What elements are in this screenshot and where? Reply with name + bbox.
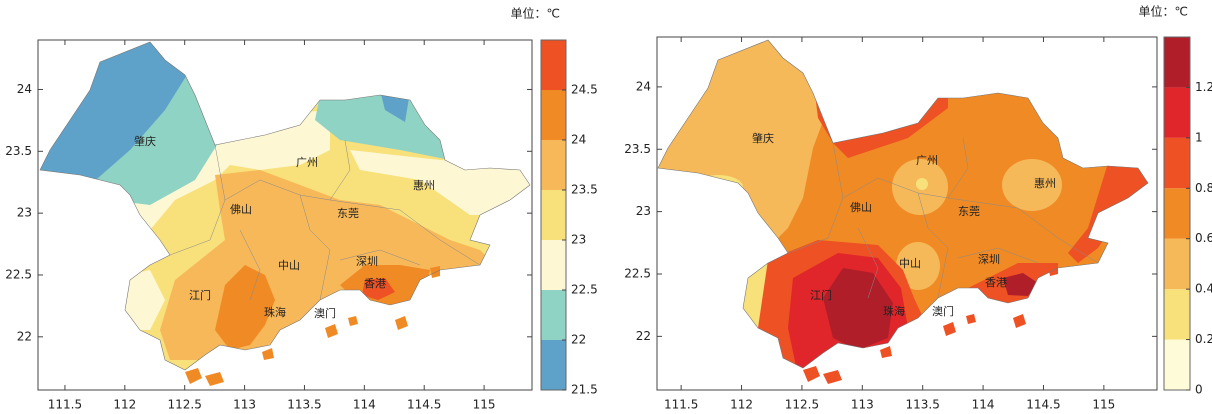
city-label: 珠海 (264, 305, 286, 319)
y-tick-label: 23 (17, 206, 32, 220)
colorbar-segment (1164, 87, 1190, 138)
city-label: 江门 (189, 288, 211, 302)
colorbar-label: 22.5 (571, 283, 598, 297)
y-tick-label: 23.5 (5, 144, 32, 158)
x-tick-label: 112 (730, 398, 753, 412)
map-2: 肇庆 广州 惠州 佛山 东莞 中山 深圳 江门 香港 珠海 澳门 单位：℃ 11… (624, 4, 1212, 412)
plot-frame (37, 39, 533, 391)
city-label: 澳门 (932, 304, 954, 318)
city-label: 惠州 (413, 178, 435, 192)
y-tick-label: 22 (17, 329, 32, 343)
colorbar-label: 23.5 (571, 183, 598, 197)
y-tick-label: 23 (636, 204, 651, 218)
colorbar-segment (1164, 37, 1190, 88)
colorbar-segment (541, 190, 566, 240)
city-label: 深圳 (978, 253, 1000, 266)
colorbar-label: 1.2 (1195, 80, 1212, 94)
x-tick-label: 113.5 (906, 398, 940, 412)
x-tick-label: 111.5 (48, 398, 82, 412)
x-tick-label: 111.5 (664, 398, 698, 412)
colorbar-label: 1 (1195, 130, 1203, 144)
y-tick-label: 24 (636, 79, 651, 93)
colorbar-segment (1164, 289, 1190, 340)
x-tick-label: 115 (473, 398, 496, 412)
city-label: 中山 (899, 257, 921, 270)
colorbar-label: 0.4 (1195, 282, 1212, 296)
colorbar-segment (1164, 238, 1190, 290)
city-label: 香港 (985, 276, 1007, 289)
colorbar-label: 24.5 (571, 83, 598, 97)
x-tick-label: 114 (353, 398, 376, 412)
unit-label: 单位：℃ (1139, 4, 1188, 19)
colorbar-segment (541, 240, 566, 290)
city-label: 佛山 (230, 203, 252, 216)
x-tick-label: 112.5 (168, 398, 202, 412)
x-tick-label: 112 (113, 398, 136, 412)
city-label: 广州 (916, 154, 938, 167)
plot-frame (656, 36, 1158, 391)
colorbar-label: 24 (571, 133, 586, 147)
colorbar-label: 0.8 (1195, 181, 1212, 195)
city-label: 广州 (296, 156, 318, 169)
city-label: 佛山 (850, 201, 872, 214)
colorbar-segment (541, 40, 566, 90)
x-tick-label: 114.5 (407, 398, 441, 412)
x-tick-label: 112.5 (785, 398, 819, 412)
map-1: 肇庆 广州 惠州 佛山 东莞 中山 深圳 江门 香港 珠海 澳门 单位：℃ 11… (5, 6, 598, 412)
colorbar-frame (1163, 36, 1191, 391)
colorbar-label: 23 (571, 233, 586, 247)
city-labels: 肇庆 广州 惠州 佛山 东莞 中山 深圳 江门 香港 珠海 澳门 (752, 131, 1056, 318)
city-label: 肇庆 (134, 134, 156, 148)
colorbar-label: 21.5 (571, 383, 598, 397)
city-label: 东莞 (958, 205, 980, 218)
colorbar-label: 0 (1195, 383, 1203, 397)
city-label: 江门 (810, 288, 832, 302)
x-tick-label: 113 (233, 398, 256, 412)
city-label: 珠海 (883, 304, 905, 318)
colorbar-segment (541, 140, 566, 190)
colorbar-segment (541, 290, 566, 340)
y-tick-label: 22.5 (624, 266, 651, 280)
colorbar-label: 22 (571, 333, 586, 347)
city-label: 肇庆 (752, 131, 774, 145)
x-tick-label: 113.5 (287, 398, 321, 412)
contour-fill (658, 40, 1148, 368)
colorbar-segment (1164, 188, 1190, 239)
unit-label: 单位：℃ (511, 6, 560, 21)
colorbar-segment (1164, 339, 1190, 390)
y-tick-label: 24 (17, 82, 32, 96)
x-tick-label: 114.5 (1026, 398, 1060, 412)
colorbar-segment (541, 340, 566, 390)
city-label: 香港 (364, 277, 386, 290)
y-tick-label: 22.5 (5, 267, 32, 281)
city-label: 深圳 (356, 255, 378, 268)
colorbar-frame (540, 39, 567, 391)
colorbar-segment (541, 90, 566, 140)
city-labels: 肇庆 广州 惠州 佛山 东莞 中山 深圳 江门 香港 珠海 澳门 (134, 134, 435, 320)
x-tick-label: 115 (1092, 398, 1115, 412)
contour-fill (40, 42, 530, 370)
city-label: 澳门 (314, 306, 336, 320)
y-tick-label: 23.5 (624, 142, 651, 156)
y-tick-label: 22 (636, 329, 651, 343)
colorbar-segment (1164, 137, 1190, 189)
city-label: 东莞 (337, 207, 359, 220)
city-label: 中山 (278, 259, 300, 272)
x-tick-label: 113 (851, 398, 874, 412)
colorbar-label: 0.2 (1195, 332, 1212, 346)
city-label: 惠州 (1034, 176, 1056, 190)
colorbar-label: 0.6 (1195, 231, 1212, 245)
x-tick-label: 114 (972, 398, 995, 412)
